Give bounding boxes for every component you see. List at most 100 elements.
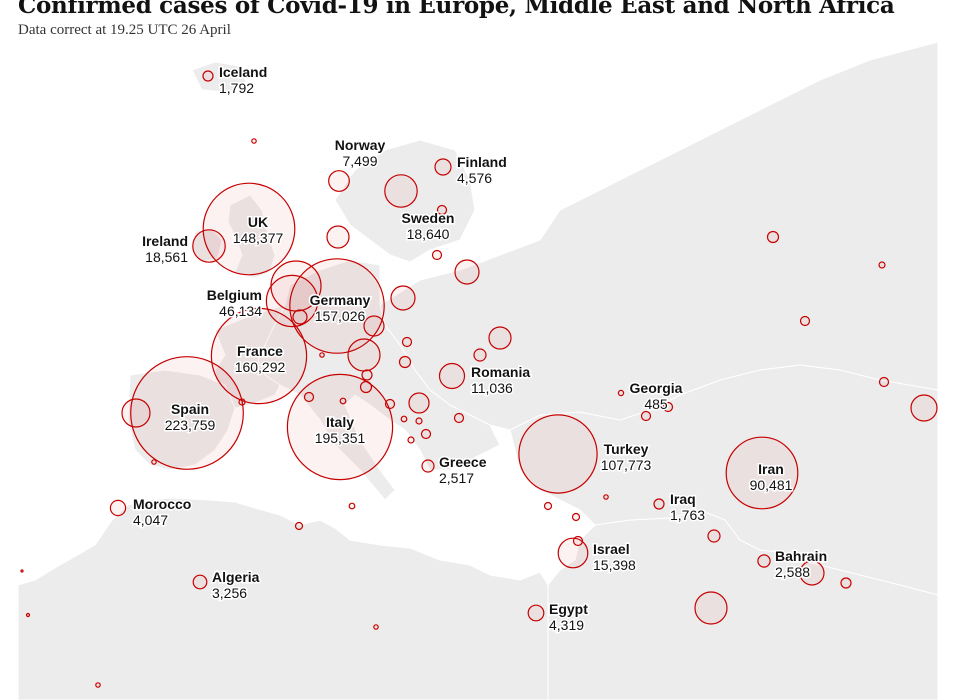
case-bubble-finland — [434, 158, 452, 176]
case-bubble — [408, 392, 430, 414]
case-count-morocco: 4,047 — [133, 512, 168, 528]
case-bubble — [361, 369, 373, 381]
land-iberia — [127, 369, 236, 471]
land-europe-central — [257, 259, 501, 501]
land-layer — [17, 41, 939, 700]
country-name-italy: Italy — [326, 414, 354, 430]
case-bubble — [348, 502, 356, 510]
case-bubble — [407, 436, 415, 444]
land-ireland — [191, 227, 223, 263]
case-bubble-iceland — [202, 70, 214, 82]
bubble-layer — [20, 70, 938, 688]
country-name-belgium: Belgium — [207, 287, 262, 303]
case-bubble-egypt — [527, 604, 545, 622]
country-name-egypt: Egypt — [549, 601, 588, 617]
case-bubble — [694, 591, 728, 625]
case-bubble-ireland — [192, 229, 226, 263]
country-name-iceland: Iceland — [219, 64, 267, 80]
country-name-iraq: Iraq — [670, 491, 696, 507]
case-bubble — [251, 138, 257, 144]
case-bubble — [878, 376, 890, 388]
case-bubble-bahrain — [757, 554, 771, 568]
case-bubble-uk — [202, 182, 296, 276]
case-bubble-greece — [421, 459, 435, 473]
case-bubble — [303, 391, 315, 403]
case-bubble — [473, 348, 487, 362]
case-bubble — [400, 415, 408, 423]
case-bubble — [292, 309, 308, 325]
case-bubble — [415, 417, 423, 425]
case-bubble — [640, 410, 652, 422]
case-count-france: 160,292 — [235, 359, 286, 375]
case-bubble — [454, 259, 480, 285]
country-name-uk: UK — [248, 214, 268, 230]
case-count-turkey: 107,773 — [601, 457, 652, 473]
case-bubble — [121, 398, 151, 428]
case-count-iran: 90,481 — [750, 477, 793, 493]
case-bubble-italy — [286, 373, 394, 481]
country-name-norway: Norway — [335, 137, 386, 153]
case-bubble — [20, 569, 24, 573]
case-count-sweden: 18,640 — [407, 226, 450, 242]
case-bubble — [840, 577, 852, 589]
case-bubble — [707, 529, 721, 543]
case-bubble-iran — [725, 436, 799, 510]
case-bubble-iraq — [653, 498, 665, 510]
country-name-georgia: Georgia — [630, 380, 683, 396]
case-bubble-germany — [289, 258, 385, 354]
case-bubble — [799, 315, 811, 327]
case-bubble — [766, 230, 780, 244]
case-count-greece: 2,517 — [439, 470, 474, 486]
country-name-spain: Spain — [171, 401, 209, 417]
case-bubble-romania — [438, 362, 466, 390]
country-name-algeria: Algeria — [212, 569, 260, 585]
case-count-spain: 223,759 — [165, 417, 216, 433]
case-bubble — [326, 225, 350, 249]
country-name-greece: Greece — [439, 454, 487, 470]
country-name-romania: Romania — [471, 364, 530, 380]
case-bubble — [878, 261, 886, 269]
country-name-turkey: Turkey — [604, 441, 649, 457]
case-bubble — [390, 285, 416, 311]
country-name-sweden: Sweden — [402, 210, 455, 226]
case-bubble — [95, 682, 101, 688]
case-count-romania: 11,036 — [471, 380, 513, 396]
country-name-germany: Germany — [310, 292, 371, 308]
land-main — [17, 497, 553, 700]
case-count-israel: 15,398 — [593, 557, 636, 573]
map-subtitle: Data correct at 19.25 UTC 26 April — [18, 22, 231, 38]
case-bubble — [398, 355, 412, 369]
country-name-ireland: Ireland — [142, 233, 188, 249]
case-bubble — [25, 612, 31, 618]
case-count-uk: 148,377 — [233, 230, 284, 246]
case-bubble-georgia — [617, 389, 625, 397]
country-name-morocco: Morocco — [133, 496, 191, 512]
case-count-iceland: 1,792 — [219, 80, 254, 96]
country-name-finland: Finland — [457, 154, 507, 170]
case-bubble-israel — [557, 537, 589, 569]
case-bubble — [294, 521, 304, 531]
case-bubble — [420, 428, 432, 440]
case-count-iraq: 1,763 — [670, 507, 705, 523]
case-count-norway: 7,499 — [342, 153, 377, 169]
case-bubble — [319, 352, 325, 358]
case-bubble — [373, 624, 379, 630]
land-scandinavia — [334, 139, 476, 263]
case-count-algeria: 3,256 — [212, 585, 247, 601]
case-count-ireland: 18,561 — [145, 249, 188, 265]
case-bubble — [488, 326, 512, 350]
case-bubble — [436, 204, 448, 216]
case-count-italy: 195,351 — [315, 430, 366, 446]
case-bubble-morocco — [109, 499, 127, 517]
case-count-finland: 4,576 — [457, 170, 492, 186]
case-bubble — [910, 394, 938, 422]
case-bubble-france — [210, 307, 308, 405]
country-name-israel: Israel — [593, 541, 630, 557]
case-bubble — [384, 398, 396, 410]
case-bubble-norway — [328, 170, 350, 192]
case-bubble-turkey — [518, 414, 598, 494]
case-count-georgia: 485 — [644, 396, 668, 412]
land-britain — [227, 194, 276, 279]
